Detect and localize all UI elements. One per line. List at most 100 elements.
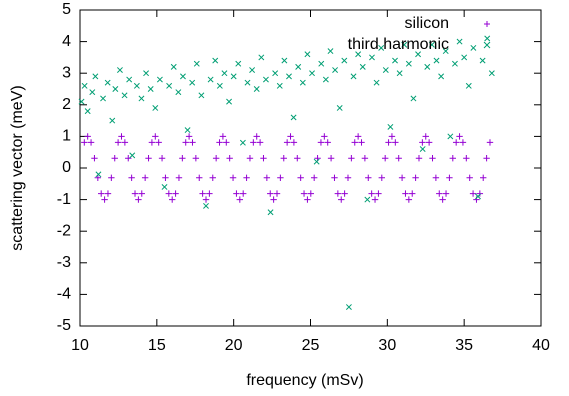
- data-point: [488, 70, 495, 77]
- data-point: [334, 190, 342, 197]
- data-point: [101, 196, 108, 203]
- data-point: [193, 60, 200, 67]
- data-point: [385, 139, 392, 146]
- y-tick-label: 4: [62, 33, 71, 50]
- data-point: [145, 155, 152, 162]
- data-point: [256, 139, 264, 146]
- data-point: [378, 174, 386, 181]
- data-point: [307, 190, 315, 197]
- data-point: [405, 60, 412, 67]
- data-point: [162, 174, 169, 181]
- data-point: [313, 158, 320, 165]
- data-point: [475, 193, 481, 200]
- data-point: [209, 174, 216, 181]
- data-point: [466, 174, 473, 181]
- data-point: [226, 155, 233, 162]
- data-point: [87, 139, 95, 146]
- data-point: [202, 196, 210, 203]
- data-point: [382, 67, 389, 73]
- data-point: [398, 174, 406, 181]
- data-point: [283, 139, 291, 146]
- x-tick-label: 15: [148, 337, 166, 354]
- y-tick-label: 0: [62, 159, 71, 176]
- data-point: [161, 184, 168, 190]
- x-tick-label: 10: [71, 337, 89, 354]
- data-point: [392, 139, 399, 146]
- x-axis-label: frequency (mSv): [246, 372, 363, 389]
- data-point: [84, 108, 91, 115]
- x-tick-label: 20: [225, 337, 243, 354]
- data-point: [470, 44, 477, 51]
- data-point: [221, 70, 228, 77]
- data-point: [387, 123, 394, 130]
- data-point: [78, 98, 85, 105]
- data-point: [184, 127, 191, 134]
- data-point: [371, 196, 379, 203]
- y-tick-label: -2: [57, 222, 71, 239]
- data-point: [179, 155, 186, 162]
- data-point: [350, 73, 357, 80]
- data-point: [112, 86, 119, 92]
- data-point: [226, 98, 233, 105]
- data-point: [381, 155, 389, 162]
- data-point: [280, 155, 287, 162]
- data-point: [369, 54, 375, 61]
- data-point: [98, 190, 105, 197]
- data-point: [126, 76, 133, 83]
- data-point: [148, 139, 156, 146]
- data-point: [236, 196, 244, 203]
- data-point: [169, 196, 176, 203]
- data-point: [433, 57, 440, 64]
- data-point: [180, 73, 186, 80]
- data-point: [258, 54, 265, 61]
- data-point: [395, 155, 402, 162]
- data-point: [121, 139, 129, 146]
- data-point: [91, 155, 98, 162]
- data-point: [170, 63, 177, 70]
- data-point: [125, 155, 132, 162]
- data-point: [425, 139, 433, 146]
- data-point: [235, 60, 242, 67]
- data-point: [442, 190, 450, 197]
- data-point: [216, 139, 223, 146]
- data-point: [354, 133, 362, 140]
- data-point: [432, 174, 440, 181]
- data-point: [396, 70, 403, 77]
- legend-marker: [484, 21, 490, 27]
- data-point: [428, 41, 435, 48]
- data-point: [409, 190, 416, 197]
- data-point: [456, 38, 463, 45]
- data-point: [233, 190, 240, 197]
- data-point: [317, 139, 325, 146]
- data-point: [331, 174, 338, 181]
- data-point: [341, 57, 348, 64]
- data-point: [304, 51, 311, 58]
- data-point: [152, 105, 159, 111]
- data-point: [476, 190, 484, 197]
- data-point: [81, 82, 88, 89]
- data-point: [175, 174, 183, 181]
- data-point: [309, 70, 315, 77]
- data-point: [121, 92, 128, 99]
- y-tick-label: 1: [62, 128, 71, 145]
- data-point: [109, 117, 116, 124]
- data-point: [263, 174, 271, 181]
- data-point: [281, 57, 288, 64]
- data-point: [260, 155, 267, 162]
- data-point: [456, 133, 463, 140]
- data-point: [294, 155, 301, 162]
- data-point: [135, 196, 142, 203]
- data-point: [438, 73, 445, 80]
- data-point: [388, 133, 396, 140]
- data-point: [336, 105, 343, 111]
- data-point: [286, 73, 292, 80]
- data-point: [143, 70, 150, 77]
- data-point: [365, 174, 372, 181]
- data-point: [415, 155, 423, 162]
- data-point: [484, 35, 491, 42]
- data-point: [469, 190, 477, 197]
- data-point: [424, 63, 431, 70]
- data-point: [341, 190, 348, 197]
- data-point: [172, 190, 179, 197]
